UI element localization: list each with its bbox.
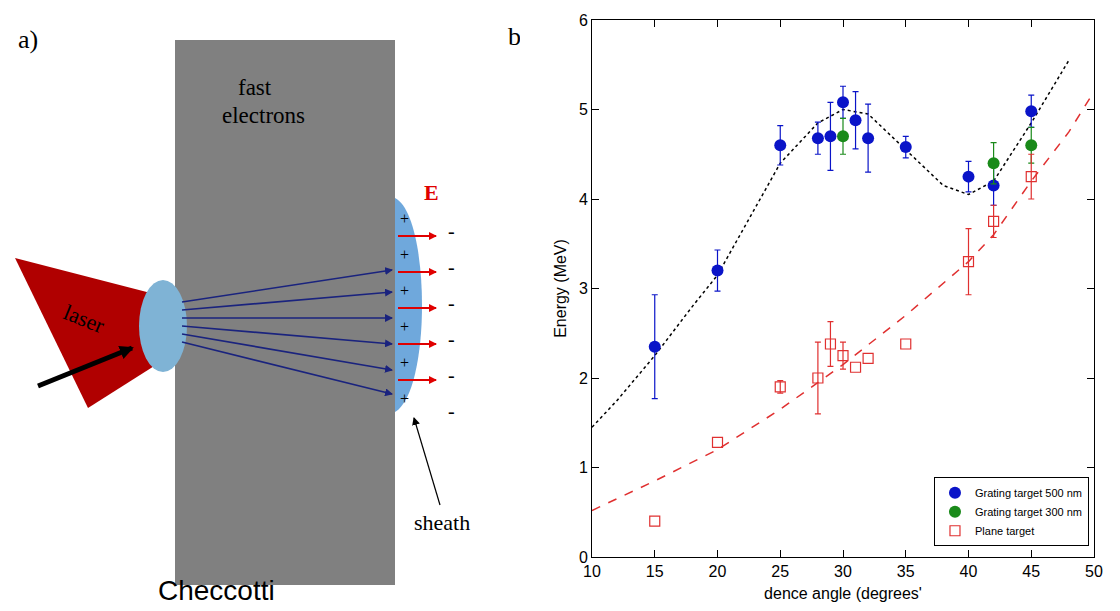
html-text:b): b) [508,22,530,51]
svg-text:20: 20 [709,563,727,580]
svg-text:dence angle (degrees': dence angle (degrees' [764,585,922,602]
svg-text:+: + [400,318,409,335]
svg-text:40: 40 [960,563,978,580]
svg-text:5: 5 [579,101,588,118]
svg-text:1: 1 [579,459,588,476]
svg-text:+: + [400,246,409,263]
svg-text:+: + [400,354,409,371]
svg-text:laser: laser [60,299,108,338]
svg-text:-: - [448,328,455,350]
svg-text:Energy (MeV): Energy (MeV) [552,239,569,338]
svg-text:0: 0 [579,549,588,566]
svg-text:sheath: sheath [414,510,470,535]
svg-text:30: 30 [834,563,852,580]
svg-text:4: 4 [579,191,588,208]
svg-text:45: 45 [1022,563,1040,580]
svg-text:fastelectrons: fastelectrons [222,75,305,128]
svg-text:+: + [400,210,409,227]
svg-text:-: - [448,256,455,278]
svg-text:-: - [448,400,455,422]
svg-text:50: 50 [1085,563,1103,580]
svg-text:10: 10 [583,563,601,580]
svg-text:25: 25 [771,563,789,580]
svg-text:3: 3 [579,280,588,297]
svg-text:+: + [400,390,409,407]
svg-text:Checcotti: Checcotti [158,575,275,606]
svg-text:Grating target 500 nm: Grating target 500 nm [975,487,1082,499]
svg-text:6: 6 [579,12,588,29]
svg-text:2: 2 [579,370,588,387]
svg-text:Grating target 300 nm: Grating target 300 nm [975,506,1082,518]
svg-text:-: - [448,220,455,242]
svg-text:-: - [448,292,455,314]
svg-text:+: + [400,282,409,299]
svg-text:Plane target: Plane target [975,525,1034,537]
svg-text:E: E [424,180,439,205]
svg-text:15: 15 [646,563,664,580]
svg-text:-: - [448,364,455,386]
svg-text:35: 35 [897,563,915,580]
svg-text:a): a) [18,25,38,54]
